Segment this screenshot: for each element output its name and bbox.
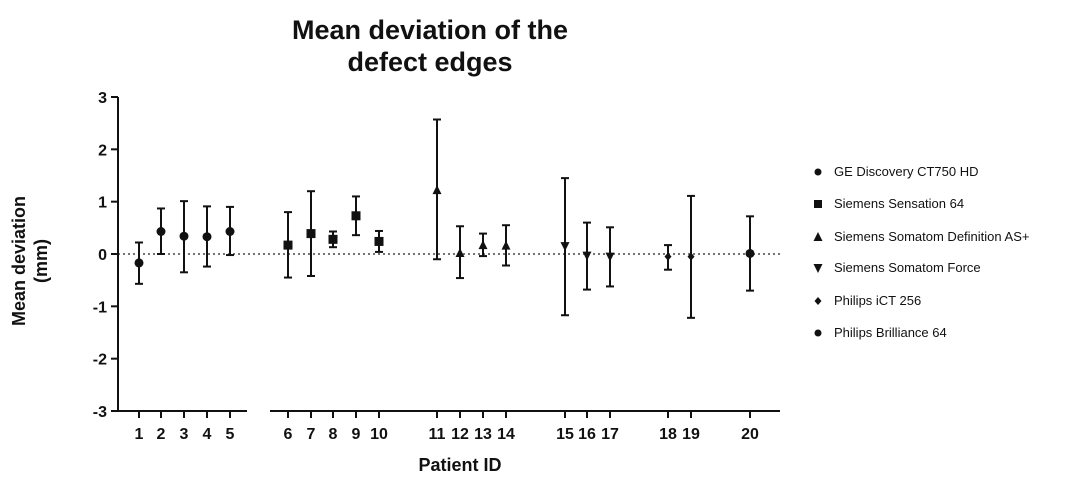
data-point-patient-16 bbox=[582, 221, 592, 291]
data-point-patient-7 bbox=[306, 190, 316, 277]
data-marker bbox=[179, 231, 189, 241]
x-tick-label: 18 bbox=[659, 426, 677, 443]
x-tick-label: 19 bbox=[682, 426, 700, 443]
legend-label: GE Discovery CT750 HD bbox=[834, 164, 979, 179]
x-tick-label: 13 bbox=[474, 426, 492, 443]
data-marker bbox=[374, 236, 384, 246]
x-tick-label: 2 bbox=[157, 426, 166, 443]
data-marker bbox=[745, 248, 755, 258]
legend-label: Siemens Somatom Force bbox=[834, 260, 981, 275]
legend-label: Philips Brilliance 64 bbox=[834, 325, 947, 340]
data-marker bbox=[478, 240, 488, 250]
x-tick-label: 3 bbox=[180, 426, 189, 443]
legend-marker-shape bbox=[813, 264, 823, 273]
data-marker bbox=[134, 258, 144, 268]
y-tick-label: 1 bbox=[98, 195, 107, 212]
legend-marker bbox=[814, 168, 822, 176]
data-point-patient-17 bbox=[605, 226, 615, 288]
data-marker bbox=[328, 234, 338, 244]
x-tick-label: 17 bbox=[601, 426, 619, 443]
legend-marker-shape bbox=[814, 329, 822, 337]
x-tick-label: 15 bbox=[556, 426, 574, 443]
data-point-patient-9 bbox=[351, 195, 361, 237]
y-tick-label: 3 bbox=[98, 90, 107, 107]
data-marker bbox=[306, 229, 316, 239]
x-tick-label: 11 bbox=[429, 426, 446, 443]
x-tick-label: 5 bbox=[226, 426, 235, 443]
data-marker bbox=[687, 252, 695, 261]
data-marker bbox=[582, 251, 592, 261]
data-point-patient-4 bbox=[202, 205, 212, 268]
data-marker bbox=[351, 211, 361, 221]
x-tick-label: 6 bbox=[284, 426, 293, 443]
x-tick-label: 10 bbox=[370, 426, 388, 443]
data-point-patient-3 bbox=[179, 200, 189, 274]
x-tick-label: 7 bbox=[307, 426, 316, 443]
x-tick-label: 14 bbox=[497, 426, 515, 443]
legend-label: Siemens Somatom Definition AS+ bbox=[834, 229, 1030, 244]
data-point-patient-20 bbox=[745, 215, 755, 292]
x-tick-label: 4 bbox=[203, 426, 212, 443]
y-tick-label: -2 bbox=[93, 352, 107, 369]
x-tick-label: 16 bbox=[578, 426, 596, 443]
data-point-patient-5 bbox=[225, 205, 235, 257]
y-tick-label: 2 bbox=[98, 142, 107, 159]
y-tick-label: -1 bbox=[93, 299, 107, 316]
legend-marker-shape bbox=[814, 297, 822, 305]
data-point-patient-8 bbox=[328, 230, 338, 249]
data-marker bbox=[432, 185, 442, 195]
legend-label: Philips iCT 256 bbox=[834, 293, 922, 308]
data-point-patient-12 bbox=[455, 225, 465, 280]
data-marker bbox=[283, 240, 293, 250]
legend-marker-shape bbox=[814, 168, 822, 176]
legend-marker bbox=[814, 200, 822, 208]
data-marker bbox=[664, 252, 672, 261]
y-tick-label: -3 bbox=[93, 404, 107, 421]
legend-marker bbox=[813, 264, 823, 273]
x-axis-label: Patient ID bbox=[418, 455, 502, 475]
data-point-patient-10 bbox=[374, 229, 384, 253]
legend-marker bbox=[814, 297, 822, 305]
data-marker bbox=[501, 240, 511, 250]
x-tick-label: 8 bbox=[329, 426, 338, 443]
data-point-patient-6 bbox=[283, 211, 293, 279]
x-tick-label: 1 bbox=[135, 426, 144, 443]
chart-title-line2: defect edges bbox=[347, 47, 513, 77]
data-marker bbox=[455, 247, 465, 257]
data-marker bbox=[156, 226, 166, 236]
x-tick-label: 12 bbox=[451, 426, 469, 443]
data-point-patient-1 bbox=[134, 241, 144, 285]
data-marker bbox=[225, 226, 235, 236]
data-point-patient-13 bbox=[478, 232, 488, 258]
data-point-patient-2 bbox=[156, 207, 166, 255]
y-tick-label: 0 bbox=[98, 247, 107, 264]
legend-marker-shape bbox=[814, 200, 822, 208]
data-marker bbox=[605, 252, 615, 262]
data-point-patient-15 bbox=[560, 177, 570, 317]
data-marker bbox=[202, 232, 212, 242]
x-tick-label: 9 bbox=[352, 426, 361, 443]
data-marker bbox=[560, 242, 570, 252]
data-point-patient-11 bbox=[432, 118, 442, 261]
legend-marker bbox=[814, 329, 822, 337]
legend-label: Siemens Sensation 64 bbox=[834, 196, 965, 211]
data-point-patient-14 bbox=[501, 224, 511, 267]
x-tick-label: 20 bbox=[741, 426, 759, 443]
chart-title-line1: Mean deviation of the bbox=[291, 15, 569, 45]
legend-marker-shape bbox=[813, 232, 823, 241]
legend-marker bbox=[813, 232, 823, 241]
data-point-patient-19 bbox=[687, 194, 695, 319]
data-point-patient-18 bbox=[664, 244, 672, 271]
